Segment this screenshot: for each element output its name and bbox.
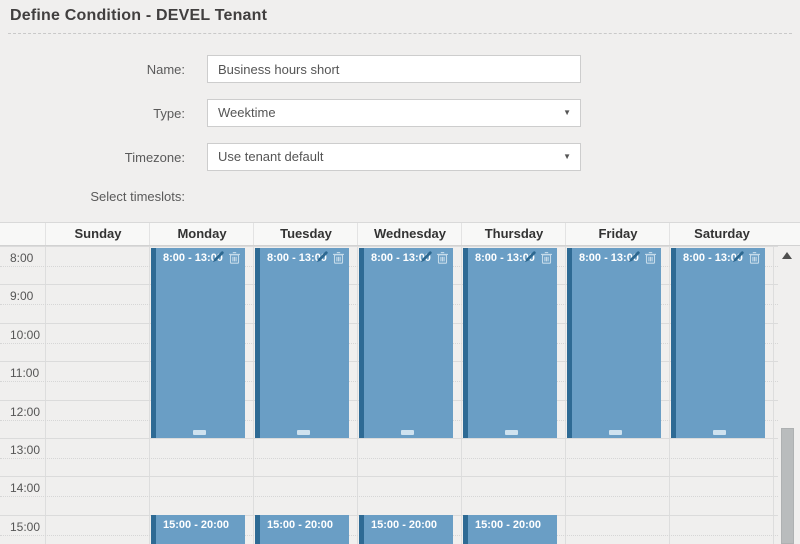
calendar-day-header-row: Sunday Monday Tuesday Wednesday Thursday…: [0, 222, 800, 246]
time-label: 11:00: [10, 366, 40, 381]
day-header-monday: Monday: [149, 223, 254, 245]
event-time-label: 8:00 - 13:00: [683, 252, 743, 264]
pencil-icon[interactable]: [316, 250, 329, 268]
calendar-scrollbar-thumb[interactable]: [781, 428, 794, 544]
pencil-icon[interactable]: [524, 250, 537, 268]
timeslot-event-tuesday-morning[interactable]: 8:00 - 13:00: [255, 248, 349, 438]
type-label: Type:: [153, 106, 185, 121]
timeslot-event-friday-morning[interactable]: 8:00 - 13:00: [567, 248, 661, 438]
scroll-up-arrow-icon[interactable]: [782, 252, 792, 259]
timeslot-event-monday-afternoon[interactable]: 15:00 - 20:00: [151, 515, 245, 544]
column-divider: [357, 246, 358, 544]
column-divider: [773, 246, 774, 544]
trash-icon[interactable]: [749, 251, 760, 269]
type-select[interactable]: Weektime ▼: [207, 99, 581, 127]
time-label: 13:00: [10, 443, 41, 457]
page-title: Define Condition - DEVEL Tenant: [10, 7, 268, 24]
title-divider: [8, 33, 792, 34]
time-label: 8:00: [10, 251, 34, 265]
timeslot-event-tuesday-afternoon[interactable]: 15:00 - 20:00: [255, 515, 349, 544]
event-time-label: 15:00 - 20:00: [163, 519, 230, 531]
timezone-select[interactable]: Use tenant default ▼: [207, 143, 581, 171]
chevron-down-icon: ▼: [563, 152, 571, 161]
resize-handle[interactable]: [296, 430, 310, 435]
day-header-friday: Friday: [565, 223, 670, 245]
event-time-label: 8:00 - 13:00: [371, 252, 431, 264]
pencil-icon[interactable]: [732, 250, 745, 268]
time-label: 9:00: [10, 289, 34, 304]
event-time-label: 15:00 - 20:00: [371, 519, 438, 531]
time-label: 15:00: [10, 519, 41, 534]
calendar-hour-row[interactable]: 13:00: [0, 438, 778, 476]
calendar-axis-header-cell: [0, 223, 45, 245]
chevron-down-icon: ▼: [563, 108, 571, 117]
trash-icon[interactable]: [541, 251, 552, 269]
trash-icon[interactable]: [229, 251, 240, 269]
pencil-icon[interactable]: [628, 250, 641, 268]
select-timeslots-label: Select timeslots:: [90, 189, 185, 204]
time-label: 14:00: [10, 481, 41, 496]
day-header-tuesday: Tuesday: [253, 223, 358, 245]
timezone-label: Timezone:: [124, 150, 185, 165]
event-time-label: 8:00 - 13:00: [163, 252, 223, 264]
event-time-label: 15:00 - 20:00: [267, 519, 334, 531]
type-select-value: Weektime: [218, 105, 276, 120]
timeslot-event-thursday-afternoon[interactable]: 15:00 - 20:00: [463, 515, 557, 544]
column-divider: [149, 246, 150, 544]
trash-icon[interactable]: [437, 251, 448, 269]
time-label: 10:00: [10, 327, 41, 342]
timeslot-event-wednesday-morning[interactable]: 8:00 - 13:00: [359, 248, 453, 438]
timeslot-event-saturday-morning[interactable]: 8:00 - 13:00: [671, 248, 765, 438]
timezone-select-value: Use tenant default: [218, 149, 324, 164]
resize-handle[interactable]: [400, 430, 414, 435]
timeslot-event-thursday-morning[interactable]: 8:00 - 13:00: [463, 248, 557, 438]
day-header-saturday: Saturday: [669, 223, 774, 245]
day-header-thursday: Thursday: [461, 223, 566, 245]
column-divider: [45, 246, 46, 544]
calendar-hour-row[interactable]: 14:00: [0, 476, 778, 514]
time-label: 12:00: [10, 404, 41, 419]
event-time-label: 8:00 - 13:00: [579, 252, 639, 264]
day-header-wednesday: Wednesday: [357, 223, 462, 245]
timeslot-event-monday-morning[interactable]: 8:00 - 13:00: [151, 248, 245, 438]
trash-icon[interactable]: [333, 251, 344, 269]
pencil-icon[interactable]: [420, 250, 433, 268]
name-label: Name:: [146, 62, 185, 77]
timeslot-calendar: Sunday Monday Tuesday Wednesday Thursday…: [0, 222, 800, 544]
pencil-icon[interactable]: [212, 250, 225, 268]
resize-handle[interactable]: [608, 430, 622, 435]
calendar-grid[interactable]: 8:00 9:00 10:00 11:00 12:00 13:00 14:00 …: [0, 246, 800, 544]
name-input[interactable]: [207, 55, 581, 83]
column-divider: [669, 246, 670, 544]
event-time-label: 8:00 - 13:00: [475, 252, 535, 264]
timeslot-event-wednesday-afternoon[interactable]: 15:00 - 20:00: [359, 515, 453, 544]
event-time-label: 15:00 - 20:00: [475, 519, 542, 531]
resize-handle[interactable]: [504, 430, 518, 435]
trash-icon[interactable]: [645, 251, 656, 269]
column-divider: [461, 246, 462, 544]
resize-handle[interactable]: [192, 430, 206, 435]
resize-handle[interactable]: [712, 430, 726, 435]
event-time-label: 8:00 - 13:00: [267, 252, 327, 264]
day-header-sunday: Sunday: [45, 223, 150, 245]
column-divider: [565, 246, 566, 544]
column-divider: [253, 246, 254, 544]
